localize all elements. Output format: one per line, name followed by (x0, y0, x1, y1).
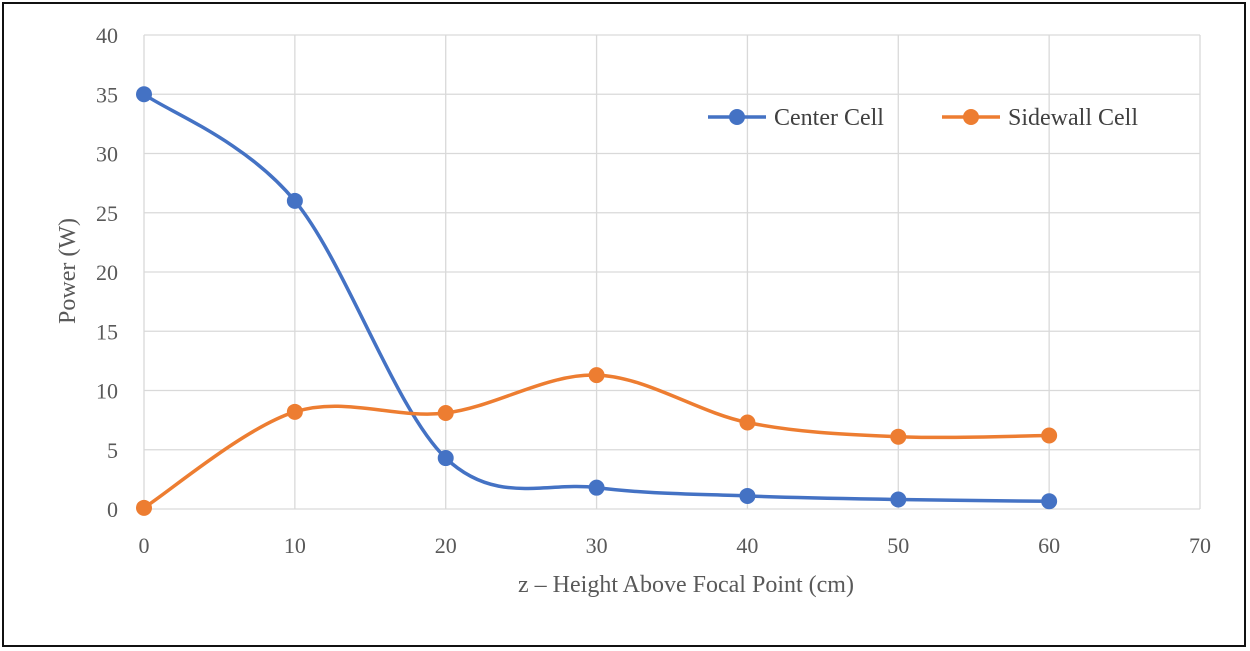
center-cell-point (739, 487, 756, 504)
sidewall-cell-point (588, 367, 605, 384)
gridlines (143, 34, 1201, 510)
sidewall-cell-point (286, 403, 303, 420)
x-tick-label: 60 (1038, 533, 1060, 558)
sidewall-cell-point (437, 405, 454, 422)
y-axis-ticks: 0 5 10 15 20 25 30 35 40 (96, 23, 118, 522)
x-axis-title: z – Height Above Focal Point (cm) (518, 572, 854, 598)
y-tick-label: 20 (96, 260, 118, 285)
legend-swatch-marker (729, 109, 745, 125)
x-tick-label: 0 (139, 533, 150, 558)
y-tick-label: 30 (96, 142, 118, 167)
legend-label: Center Cell (774, 105, 884, 131)
y-axis-title: Power (W) (55, 218, 81, 324)
y-tick-label: 0 (107, 497, 118, 522)
x-tick-label: 20 (435, 533, 457, 558)
x-tick-label: 30 (586, 533, 608, 558)
y-tick-label: 40 (96, 23, 118, 48)
x-tick-label: 50 (887, 533, 909, 558)
center-cell-point (1041, 493, 1058, 510)
x-axis-ticks: 0 10 20 30 40 50 60 70 (139, 533, 1212, 558)
x-tick-label: 10 (284, 533, 306, 558)
y-tick-label: 15 (96, 319, 118, 344)
x-tick-label: 70 (1189, 533, 1211, 558)
center-cell-point (588, 479, 605, 496)
legend-item-center-cell: Center Cell (708, 105, 884, 131)
legend: Center Cell Sidewall Cell (708, 105, 1138, 131)
legend-label: Sidewall Cell (1008, 105, 1138, 131)
center-cell-point (286, 192, 303, 209)
center-cell-point (437, 450, 454, 467)
series-center-cell (136, 86, 1058, 510)
legend-swatch-marker (963, 109, 979, 125)
center-cell-point (136, 86, 152, 103)
sidewall-cell-point (890, 428, 907, 445)
y-tick-label: 25 (96, 201, 118, 226)
y-tick-label: 10 (96, 379, 118, 404)
y-tick-label: 35 (96, 82, 118, 107)
sidewall-cell-point (136, 499, 152, 516)
sidewall-cell-point (739, 414, 756, 431)
sidewall-cell-point (1041, 427, 1058, 444)
y-tick-label: 5 (107, 438, 118, 463)
center-cell-point (890, 491, 907, 508)
series-sidewall-cell (136, 367, 1058, 516)
series-layer (136, 86, 1058, 516)
legend-item-sidewall-cell: Sidewall Cell (942, 105, 1138, 131)
x-tick-label: 40 (736, 533, 758, 558)
